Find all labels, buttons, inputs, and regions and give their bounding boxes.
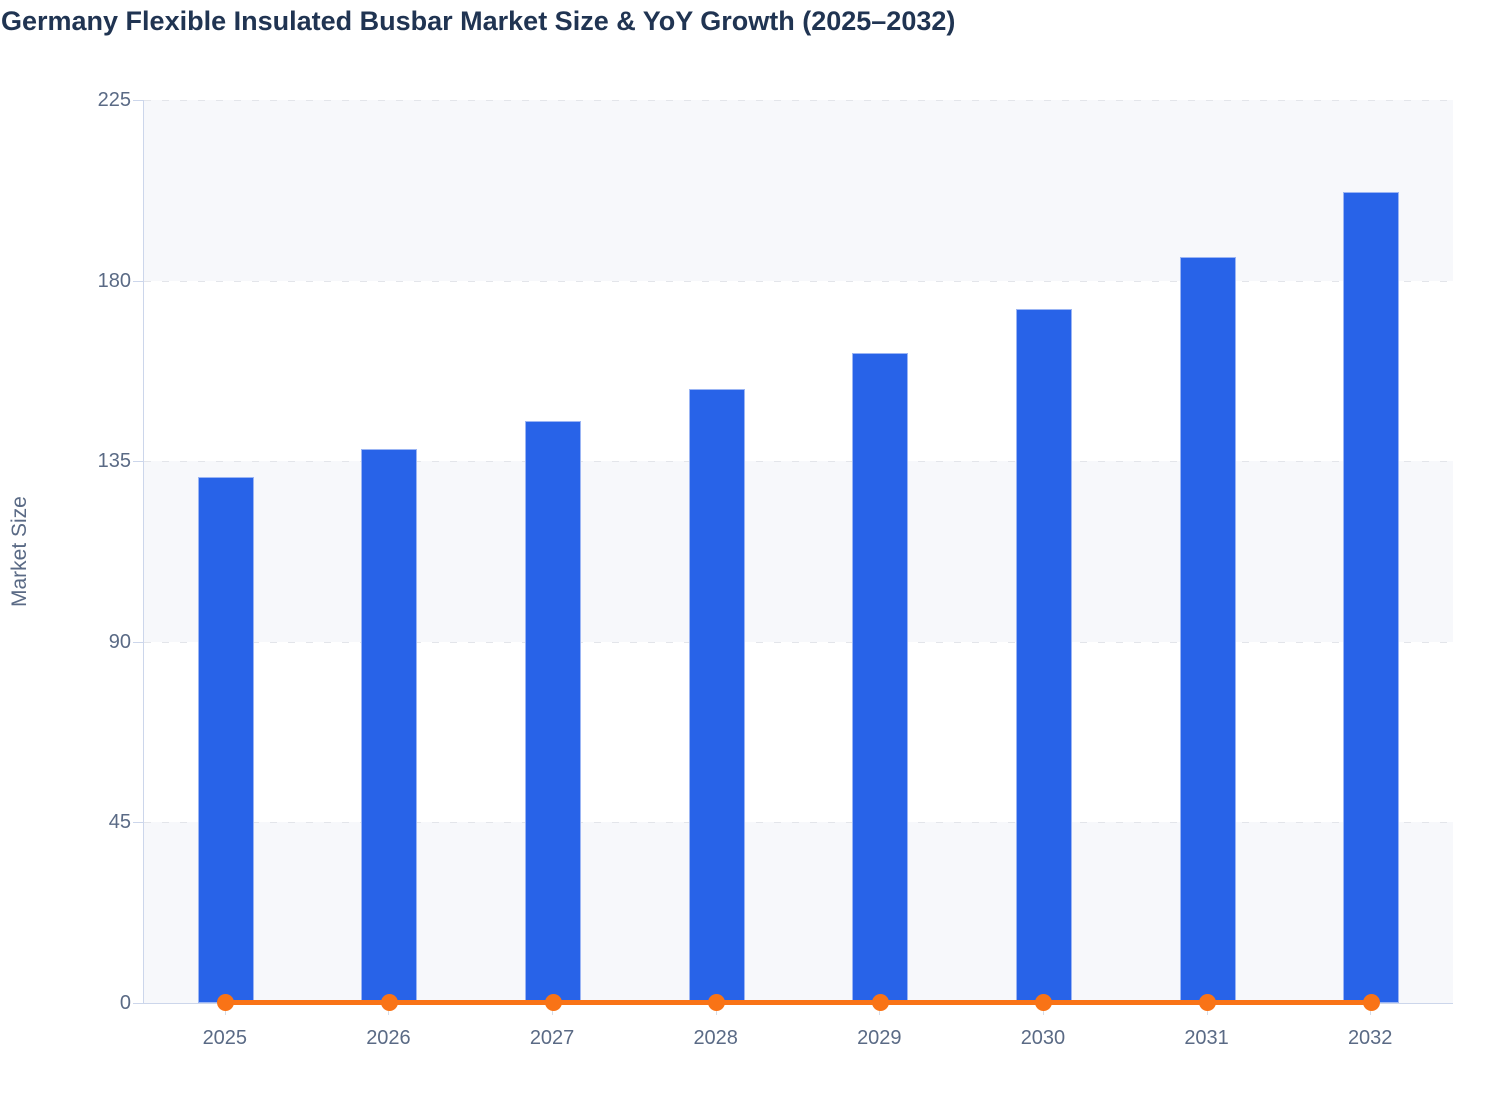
yoy-marker-2027 [544, 994, 562, 1011]
y-axis-tick-225 [133, 100, 143, 101]
grid-band [144, 100, 1453, 281]
x-tick-label-2025: 2025 [202, 1027, 248, 1049]
x-tick-label-2032: 2032 [1347, 1027, 1393, 1049]
yoy-marker-2031 [1199, 994, 1217, 1011]
y-axis-tick-45 [133, 822, 143, 824]
yoy-marker-2026 [380, 994, 398, 1011]
yoy-marker-2028 [708, 994, 726, 1011]
grid-band [144, 461, 1453, 642]
y-tick-label-90: 90 [108, 630, 131, 653]
x-tick-label-2027: 2027 [529, 1027, 575, 1049]
x-tick-label-2026: 2026 [366, 1027, 411, 1049]
bar-2028 [688, 388, 745, 1003]
y-tick-label-45: 45 [108, 811, 131, 834]
x-tick-label-2029: 2029 [857, 1027, 902, 1049]
y-tick-label-180: 180 [97, 269, 131, 292]
gridline-90 [144, 641, 1453, 643]
x-tick-label-2031: 2031 [1184, 1027, 1229, 1049]
gridline-135 [144, 461, 1453, 463]
gridline-45 [144, 822, 1453, 824]
gridline-225 [144, 100, 1453, 101]
plot-area [143, 100, 1453, 1011]
y-axis-title: Market Size [8, 496, 31, 607]
yoy-marker-2030 [1035, 994, 1053, 1011]
y-axis-tick-180 [133, 280, 143, 282]
bar-2031 [1179, 256, 1236, 1003]
bar-2025 [197, 477, 254, 1003]
y-axis-tick-0 [133, 1003, 143, 1004]
bar-2029 [852, 352, 909, 1003]
y-tick-label-135: 135 [97, 450, 131, 473]
bar-2032 [1343, 192, 1400, 1003]
x-tick-label-2028: 2028 [693, 1027, 738, 1049]
y-tick-label-0: 0 [119, 992, 131, 1014]
yoy-growth-line [225, 1000, 1372, 1005]
y-axis-tick-135 [133, 461, 143, 463]
gridline-180 [144, 280, 1453, 282]
bar-2026 [361, 449, 418, 1003]
grid-band [144, 822, 1453, 1003]
bar-2030 [1015, 308, 1072, 1003]
bar-2027 [525, 421, 582, 1003]
yoy-marker-2032 [1362, 994, 1380, 1011]
y-axis-tick-90 [133, 641, 143, 643]
yoy-marker-2025 [217, 994, 235, 1011]
x-tick-label-2030: 2030 [1020, 1027, 1066, 1049]
y-tick-label-225: 225 [97, 89, 131, 111]
yoy-marker-2029 [871, 994, 889, 1011]
chart-title: Germany Flexible Insulated Busbar Market… [1, 6, 956, 36]
